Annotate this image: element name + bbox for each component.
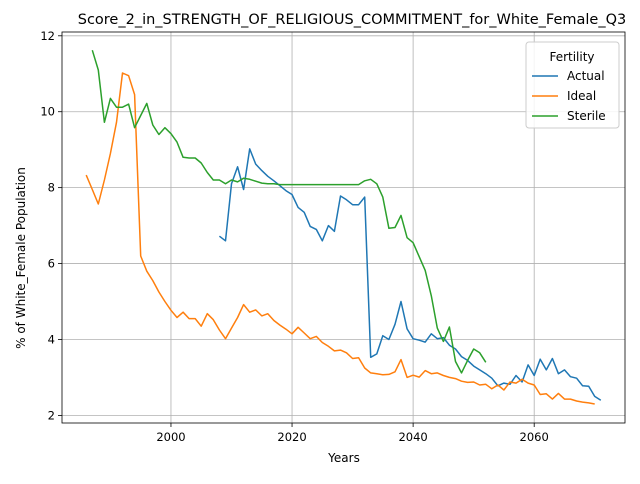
legend-label-actual: Actual: [567, 69, 605, 83]
y-tick-label: 6: [48, 257, 55, 271]
y-tick-label: 12: [40, 29, 55, 43]
x-tick-label: 2020: [277, 430, 306, 444]
series-line-sterile: [91, 49, 487, 374]
grid: [62, 32, 625, 423]
y-tick-label: 10: [40, 105, 55, 119]
x-axis-label: Years: [327, 451, 360, 465]
legend-entries: Actual Ideal Sterile: [532, 69, 606, 123]
x-tick-label: 2060: [520, 430, 549, 444]
legend-label-sterile: Sterile: [567, 109, 606, 123]
x-tick-label: 2000: [156, 430, 185, 444]
legend-label-ideal: Ideal: [567, 89, 596, 103]
x-axis-ticks: 2000 2020 2040 2060: [156, 423, 549, 444]
y-tick-label: 8: [48, 181, 55, 195]
x-tick-label: 2040: [398, 430, 427, 444]
y-axis-ticks: 2 4 6 8 10 12: [40, 29, 62, 422]
y-tick-label: 4: [48, 332, 55, 346]
series-lines: [85, 49, 602, 405]
plot-frame: [61, 31, 626, 424]
chart-title: Score_2_in_STRENGTH_OF_RELIGIOUS_COMMITM…: [78, 12, 627, 28]
series-line-actual: [218, 148, 602, 401]
legend-title: Fertility: [549, 50, 594, 64]
y-tick-label: 2: [48, 408, 55, 422]
y-axis-label: % of White_Female Population: [14, 167, 28, 349]
legend-box: [525, 41, 620, 129]
series-line-ideal: [85, 72, 595, 405]
legend: Fertility Actual Ideal Sterile: [525, 41, 620, 129]
